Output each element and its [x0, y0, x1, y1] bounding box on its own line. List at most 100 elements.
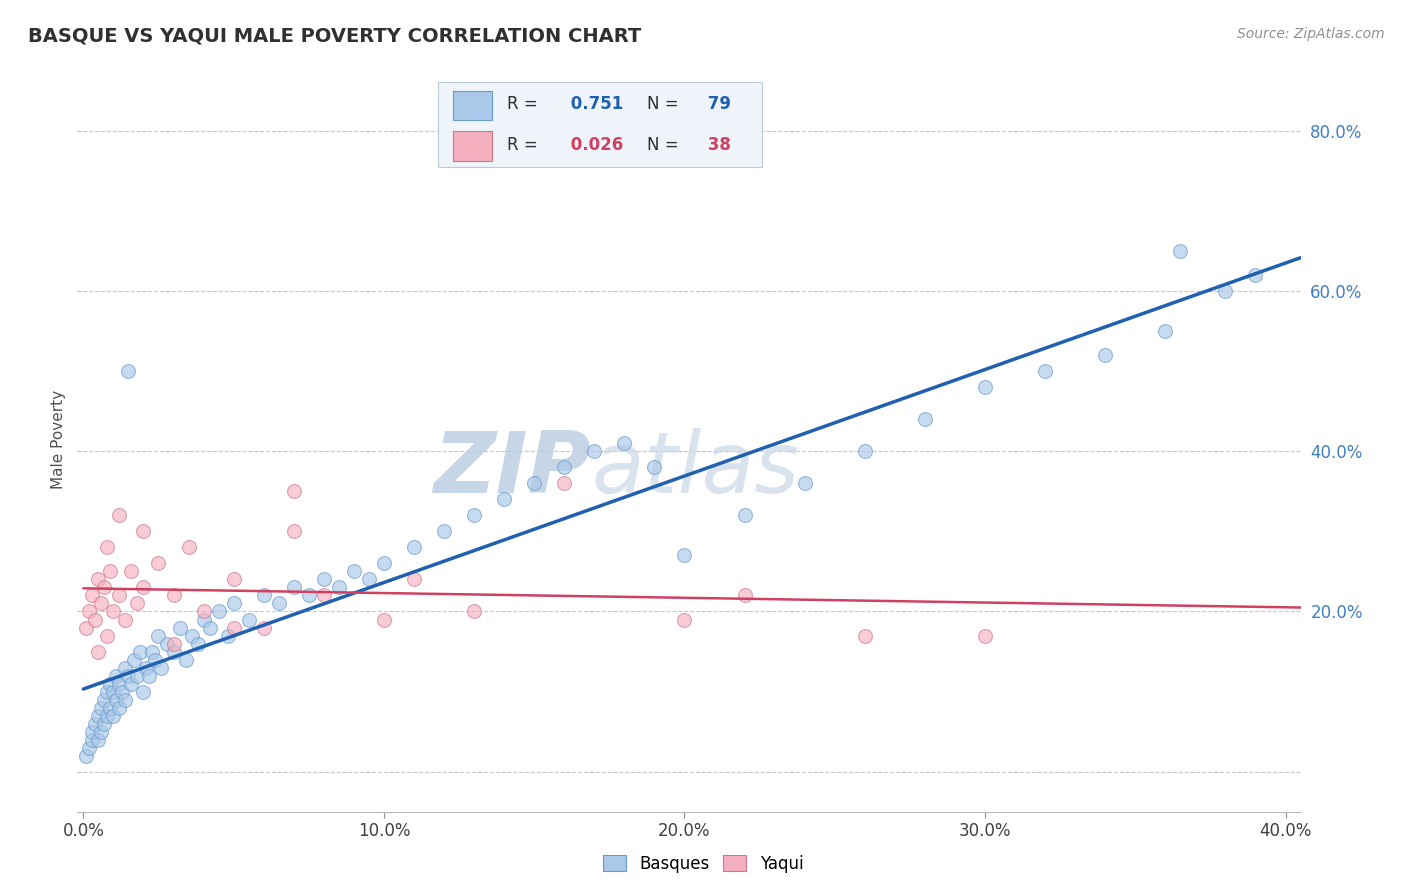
Point: [114, 613, 136, 627]
Point: [117, 668, 139, 682]
Point: [283, 484, 305, 499]
Point: [734, 508, 756, 523]
Point: [145, 652, 167, 666]
Point: [117, 364, 139, 378]
Point: [174, 652, 197, 666]
Point: [148, 628, 170, 642]
Text: Source: ZipAtlas.com: Source: ZipAtlas.com: [1237, 27, 1385, 41]
Point: [90, 724, 112, 739]
Text: ZIP: ZIP: [433, 427, 591, 510]
Point: [96, 628, 118, 642]
Point: [114, 660, 136, 674]
Point: [120, 565, 142, 579]
Point: [283, 524, 305, 539]
Point: [124, 652, 146, 666]
Point: [298, 589, 321, 603]
Point: [141, 644, 163, 658]
Point: [90, 700, 112, 714]
Point: [198, 620, 221, 634]
Point: [253, 620, 276, 634]
Point: [267, 597, 290, 611]
Point: [132, 684, 155, 698]
Point: [100, 565, 122, 579]
Point: [162, 644, 184, 658]
Point: [673, 549, 696, 563]
Point: [793, 476, 815, 491]
Point: [494, 492, 516, 507]
Point: [238, 613, 260, 627]
Point: [974, 380, 997, 394]
Point: [148, 557, 170, 571]
Point: [103, 605, 125, 619]
Point: [463, 605, 485, 619]
Point: [553, 476, 575, 491]
Point: [82, 732, 104, 747]
Point: [222, 573, 245, 587]
Point: [177, 541, 200, 555]
Bar: [453, 131, 492, 161]
Point: [1168, 244, 1191, 259]
Point: [1215, 284, 1237, 298]
Point: [84, 613, 107, 627]
Point: [553, 460, 575, 475]
Point: [187, 636, 209, 650]
Point: [93, 692, 115, 706]
Point: [138, 668, 160, 682]
Point: [1244, 268, 1267, 282]
Point: [402, 541, 425, 555]
Point: [312, 573, 335, 587]
Point: [105, 692, 128, 706]
Point: [150, 660, 173, 674]
Point: [105, 668, 128, 682]
Point: [373, 557, 395, 571]
Point: [75, 620, 97, 634]
Point: [222, 620, 245, 634]
Text: R =: R =: [506, 136, 537, 154]
Point: [1094, 348, 1116, 362]
Text: BASQUE VS YAQUI MALE POVERTY CORRELATION CHART: BASQUE VS YAQUI MALE POVERTY CORRELATION…: [28, 27, 641, 45]
Text: 0.026: 0.026: [565, 136, 624, 154]
Point: [193, 613, 215, 627]
Point: [402, 573, 425, 587]
Point: [328, 581, 350, 595]
Point: [1033, 364, 1056, 378]
Point: [583, 444, 606, 458]
Point: [79, 605, 101, 619]
Point: [129, 644, 152, 658]
Point: [217, 628, 239, 642]
Point: [523, 476, 546, 491]
Point: [108, 700, 131, 714]
Point: [193, 605, 215, 619]
Bar: [453, 91, 492, 120]
Point: [111, 684, 134, 698]
Point: [673, 613, 696, 627]
Point: [93, 716, 115, 731]
Point: [87, 708, 110, 723]
Point: [433, 524, 456, 539]
Point: [100, 676, 122, 690]
Point: [87, 573, 110, 587]
Point: [79, 740, 101, 755]
Point: [96, 708, 118, 723]
Point: [108, 508, 131, 523]
Point: [853, 444, 876, 458]
Text: R =: R =: [506, 95, 537, 113]
Point: [974, 628, 997, 642]
Point: [108, 676, 131, 690]
Point: [283, 581, 305, 595]
Point: [357, 573, 380, 587]
Point: [222, 597, 245, 611]
FancyBboxPatch shape: [439, 82, 762, 168]
Point: [613, 436, 636, 450]
Point: [120, 676, 142, 690]
Point: [162, 636, 184, 650]
Point: [373, 613, 395, 627]
Text: atlas: atlas: [591, 427, 799, 510]
Point: [103, 708, 125, 723]
Legend: Basques, Yaqui: Basques, Yaqui: [596, 848, 810, 880]
Text: N =: N =: [647, 95, 679, 113]
Point: [734, 589, 756, 603]
Point: [93, 581, 115, 595]
Text: 38: 38: [703, 136, 731, 154]
Point: [162, 589, 184, 603]
